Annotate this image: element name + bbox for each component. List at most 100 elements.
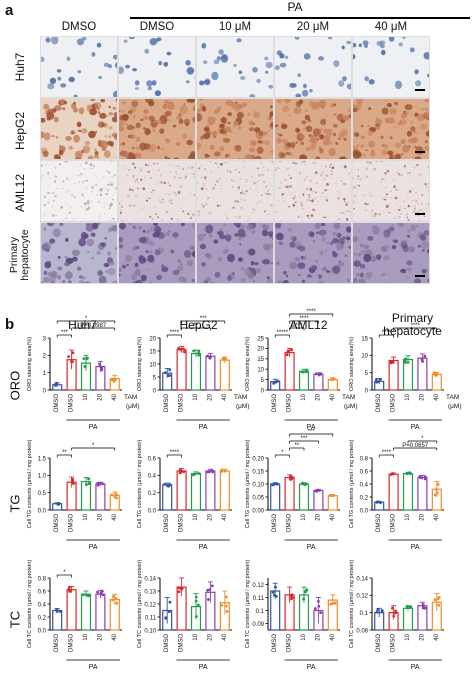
y-axis-label: Cell TC contents (μmol / mg protein) — [245, 560, 251, 649]
data-point — [112, 595, 115, 598]
data-point — [208, 588, 212, 591]
y-tick-label: 0.10 — [252, 482, 264, 488]
x-tick-label: DMSO — [164, 634, 170, 652]
data-point — [391, 360, 395, 364]
y-tick-label: 0.6 — [148, 456, 157, 462]
x-tick-label: DMSO — [391, 634, 397, 652]
data-point — [196, 603, 200, 607]
micrograph-tile — [352, 98, 430, 160]
scale-bar — [415, 151, 425, 153]
data-point — [317, 488, 321, 492]
x-tick-label: DMSO — [69, 514, 75, 532]
x-tick-label: 20 — [207, 513, 213, 520]
data-point — [435, 371, 438, 375]
data-point — [101, 482, 105, 486]
x-tick-label: 20 — [315, 633, 321, 640]
y-tick-label: 0.12 — [252, 583, 264, 589]
micrograph-image — [275, 161, 351, 221]
micrograph-image — [197, 161, 273, 221]
data-point — [206, 588, 209, 592]
data-point — [168, 483, 172, 486]
micrograph-tile — [118, 98, 196, 160]
data-point — [182, 350, 186, 354]
y-axis-label: ORO staining area(%) — [27, 337, 33, 391]
data-point — [379, 377, 382, 381]
x-tick-label: DMSO — [54, 394, 60, 412]
data-point — [271, 590, 275, 594]
micrograph-tile — [196, 160, 274, 222]
x-tick-label: 40 — [330, 633, 336, 640]
x-tick-label: DMSO — [272, 514, 278, 532]
y-tick-label: 0 — [365, 388, 369, 394]
x-tick-label: 10 — [83, 393, 89, 400]
data-point — [405, 472, 409, 476]
micrograph-tile — [118, 36, 196, 98]
x-tick-label: 40 — [112, 393, 118, 400]
significance-label: ***** — [277, 330, 289, 336]
bar — [284, 351, 295, 391]
data-point — [330, 494, 334, 497]
micrograph-tile — [196, 98, 274, 160]
y-tick-label: 0.09 — [252, 622, 264, 628]
y-axis-label: ORO staining area(%) — [137, 337, 143, 391]
scale-bar — [415, 213, 425, 215]
tam-label: TAM — [446, 394, 459, 401]
data-point — [71, 479, 74, 483]
data-point — [67, 585, 71, 589]
data-point — [423, 354, 427, 358]
data-point — [182, 347, 185, 351]
tam-label: TAM — [124, 394, 137, 401]
data-point — [197, 349, 201, 353]
data-point — [208, 356, 212, 360]
data-point — [434, 374, 438, 377]
micrograph-tile — [196, 36, 274, 98]
x-tick-label: DMSO — [376, 634, 382, 652]
x-tick-label: 20 — [315, 513, 321, 520]
data-point — [100, 368, 104, 372]
y-tick-label: 0.0 — [360, 508, 369, 514]
column-header: DMSO — [139, 21, 175, 33]
x-tick-label: 20 — [97, 393, 103, 400]
x-tick-label: DMSO — [391, 394, 397, 412]
panel-a-letter: a — [5, 2, 14, 19]
data-point — [167, 610, 171, 614]
data-point — [207, 598, 210, 601]
data-point — [192, 349, 196, 353]
pa-label: PA — [199, 544, 208, 551]
significance-label: * — [85, 316, 88, 322]
micrograph-tile — [40, 160, 118, 222]
x-tick-label: 20 — [207, 633, 213, 640]
data-point — [180, 587, 184, 590]
x-tick-label: 40 — [112, 513, 118, 520]
data-point — [197, 472, 201, 475]
data-point — [197, 353, 201, 357]
pa-label: PA — [411, 424, 420, 431]
x-tick-label: DMSO — [376, 394, 382, 412]
bar — [402, 607, 414, 631]
y-tick-label: 0.6 — [360, 469, 369, 475]
bar — [270, 483, 281, 511]
bar — [327, 495, 338, 511]
micrograph-image — [119, 223, 195, 283]
data-point — [275, 380, 278, 384]
data-point — [315, 489, 319, 493]
micrograph-image — [119, 99, 195, 159]
data-point — [71, 351, 75, 355]
data-point — [56, 502, 60, 506]
significance-label: *** — [300, 436, 308, 442]
x-tick-label: 10 — [83, 633, 89, 640]
significance-label: ** — [194, 323, 199, 329]
micrograph-image — [119, 161, 195, 221]
data-point — [113, 494, 117, 498]
x-tick-label: 20 — [97, 513, 103, 520]
data-point — [275, 482, 278, 485]
data-point — [168, 600, 172, 604]
data-point — [110, 493, 114, 497]
data-point — [290, 475, 294, 479]
y-tick-label: 5 — [365, 371, 369, 377]
data-point — [163, 371, 167, 375]
micrograph-tile — [40, 222, 118, 284]
x-tick-label: 20 — [207, 393, 213, 400]
bar — [176, 349, 187, 391]
y-axis-label: Cell TC contents (μmol / mg protein) — [27, 560, 33, 649]
